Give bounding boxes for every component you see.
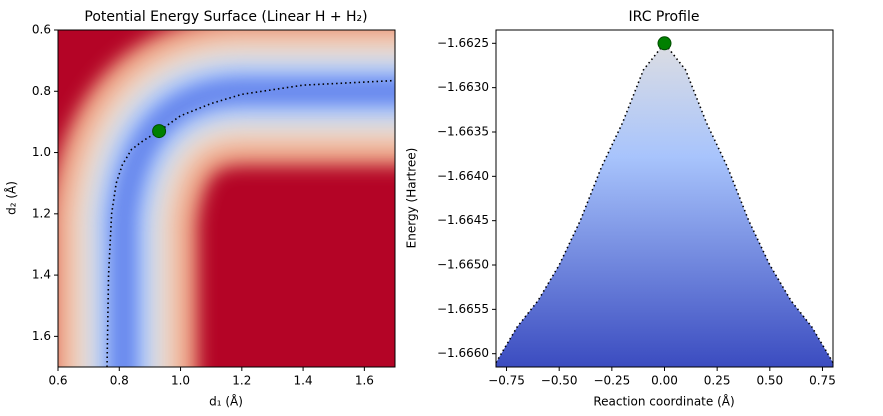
x-tick-label: 0.25 xyxy=(704,374,731,388)
y-axis-label: Energy (Hartree) xyxy=(405,148,419,249)
axes-frame xyxy=(57,29,396,368)
x-tick-label: −0.75 xyxy=(488,374,525,388)
y-tick-label: 1.0 xyxy=(32,145,51,159)
chart-title: Potential Energy Surface (Linear H + H₂) xyxy=(84,9,367,25)
y-tick-label: −1.6645 xyxy=(437,213,489,227)
y-tick-label: 1.4 xyxy=(32,268,51,282)
y-tick-label: −1.6640 xyxy=(437,169,489,183)
x-tick-label: −0.25 xyxy=(593,374,630,388)
x-axis-label: Reaction coordinate (Å) xyxy=(593,394,734,409)
transition-state xyxy=(657,36,672,51)
y-tick-label: −1.6635 xyxy=(437,124,489,138)
y-tick-label: −1.6655 xyxy=(437,302,489,316)
transition-state xyxy=(152,124,167,139)
x-tick-label: 0.75 xyxy=(809,374,836,388)
area-fill xyxy=(496,43,833,367)
y-tick-label: 1.2 xyxy=(32,206,51,220)
x-tick-label: 0.50 xyxy=(756,374,783,388)
y-tick-label: −1.6650 xyxy=(437,258,489,272)
x-tick-label: 0.6 xyxy=(48,374,67,388)
x-tick-label: −0.50 xyxy=(541,374,578,388)
x-axis-label: d₁ (Å) xyxy=(209,394,243,409)
y-tick-label: 0.6 xyxy=(32,23,51,37)
x-tick-label: 1.0 xyxy=(171,374,190,388)
x-tick-label: 0.00 xyxy=(651,374,678,388)
x-tick-label: 1.4 xyxy=(294,374,313,388)
x-tick-label: 1.6 xyxy=(355,374,374,388)
x-tick-label: 0.8 xyxy=(110,374,129,388)
y-tick-label: 0.8 xyxy=(32,84,51,98)
irc-path xyxy=(106,79,395,367)
heatmap xyxy=(58,30,395,367)
chart-title: IRC Profile xyxy=(629,9,700,25)
y-tick-label: −1.6660 xyxy=(437,346,489,360)
y-tick-label: −1.6625 xyxy=(437,36,489,50)
x-tick-label: 1.2 xyxy=(232,374,251,388)
y-tick-label: −1.6630 xyxy=(437,80,489,94)
y-axis-label: d₂ (Å) xyxy=(4,181,19,215)
y-tick-label: 1.6 xyxy=(32,329,51,343)
